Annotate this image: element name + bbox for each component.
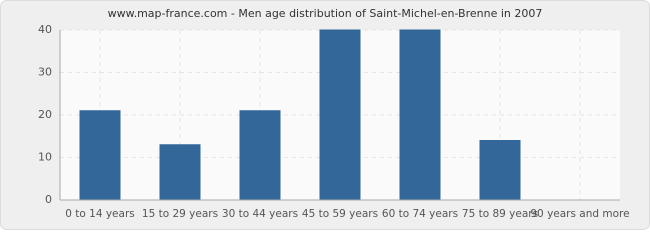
bar: [479, 140, 521, 201]
x-tick-label: 15 to 29 years: [142, 208, 218, 220]
x-tick-label: 60 to 74 years: [382, 208, 458, 220]
y-tick-label: 30: [38, 66, 52, 79]
x-tick-label: 30 to 44 years: [222, 208, 298, 220]
bar: [159, 144, 201, 201]
y-tick-label: 40: [38, 23, 52, 36]
y-tick-label: 10: [38, 151, 52, 164]
y-tick-label: 0: [45, 193, 52, 206]
bar: [319, 29, 361, 201]
chart-title: www.map-france.com - Men age distributio…: [108, 7, 543, 20]
chart: www.map-france.com - Men age distributio…: [0, 0, 650, 230]
bar: [79, 110, 121, 201]
bar: [239, 110, 281, 201]
bar: [399, 29, 441, 201]
y-tick-label: 20: [38, 108, 52, 121]
x-tick-label: 45 to 59 years: [302, 208, 378, 220]
x-tick-label: 90 years and more: [530, 208, 629, 220]
x-tick-label: 75 to 89 years: [462, 208, 538, 220]
x-tick-label: 0 to 14 years: [65, 208, 135, 220]
